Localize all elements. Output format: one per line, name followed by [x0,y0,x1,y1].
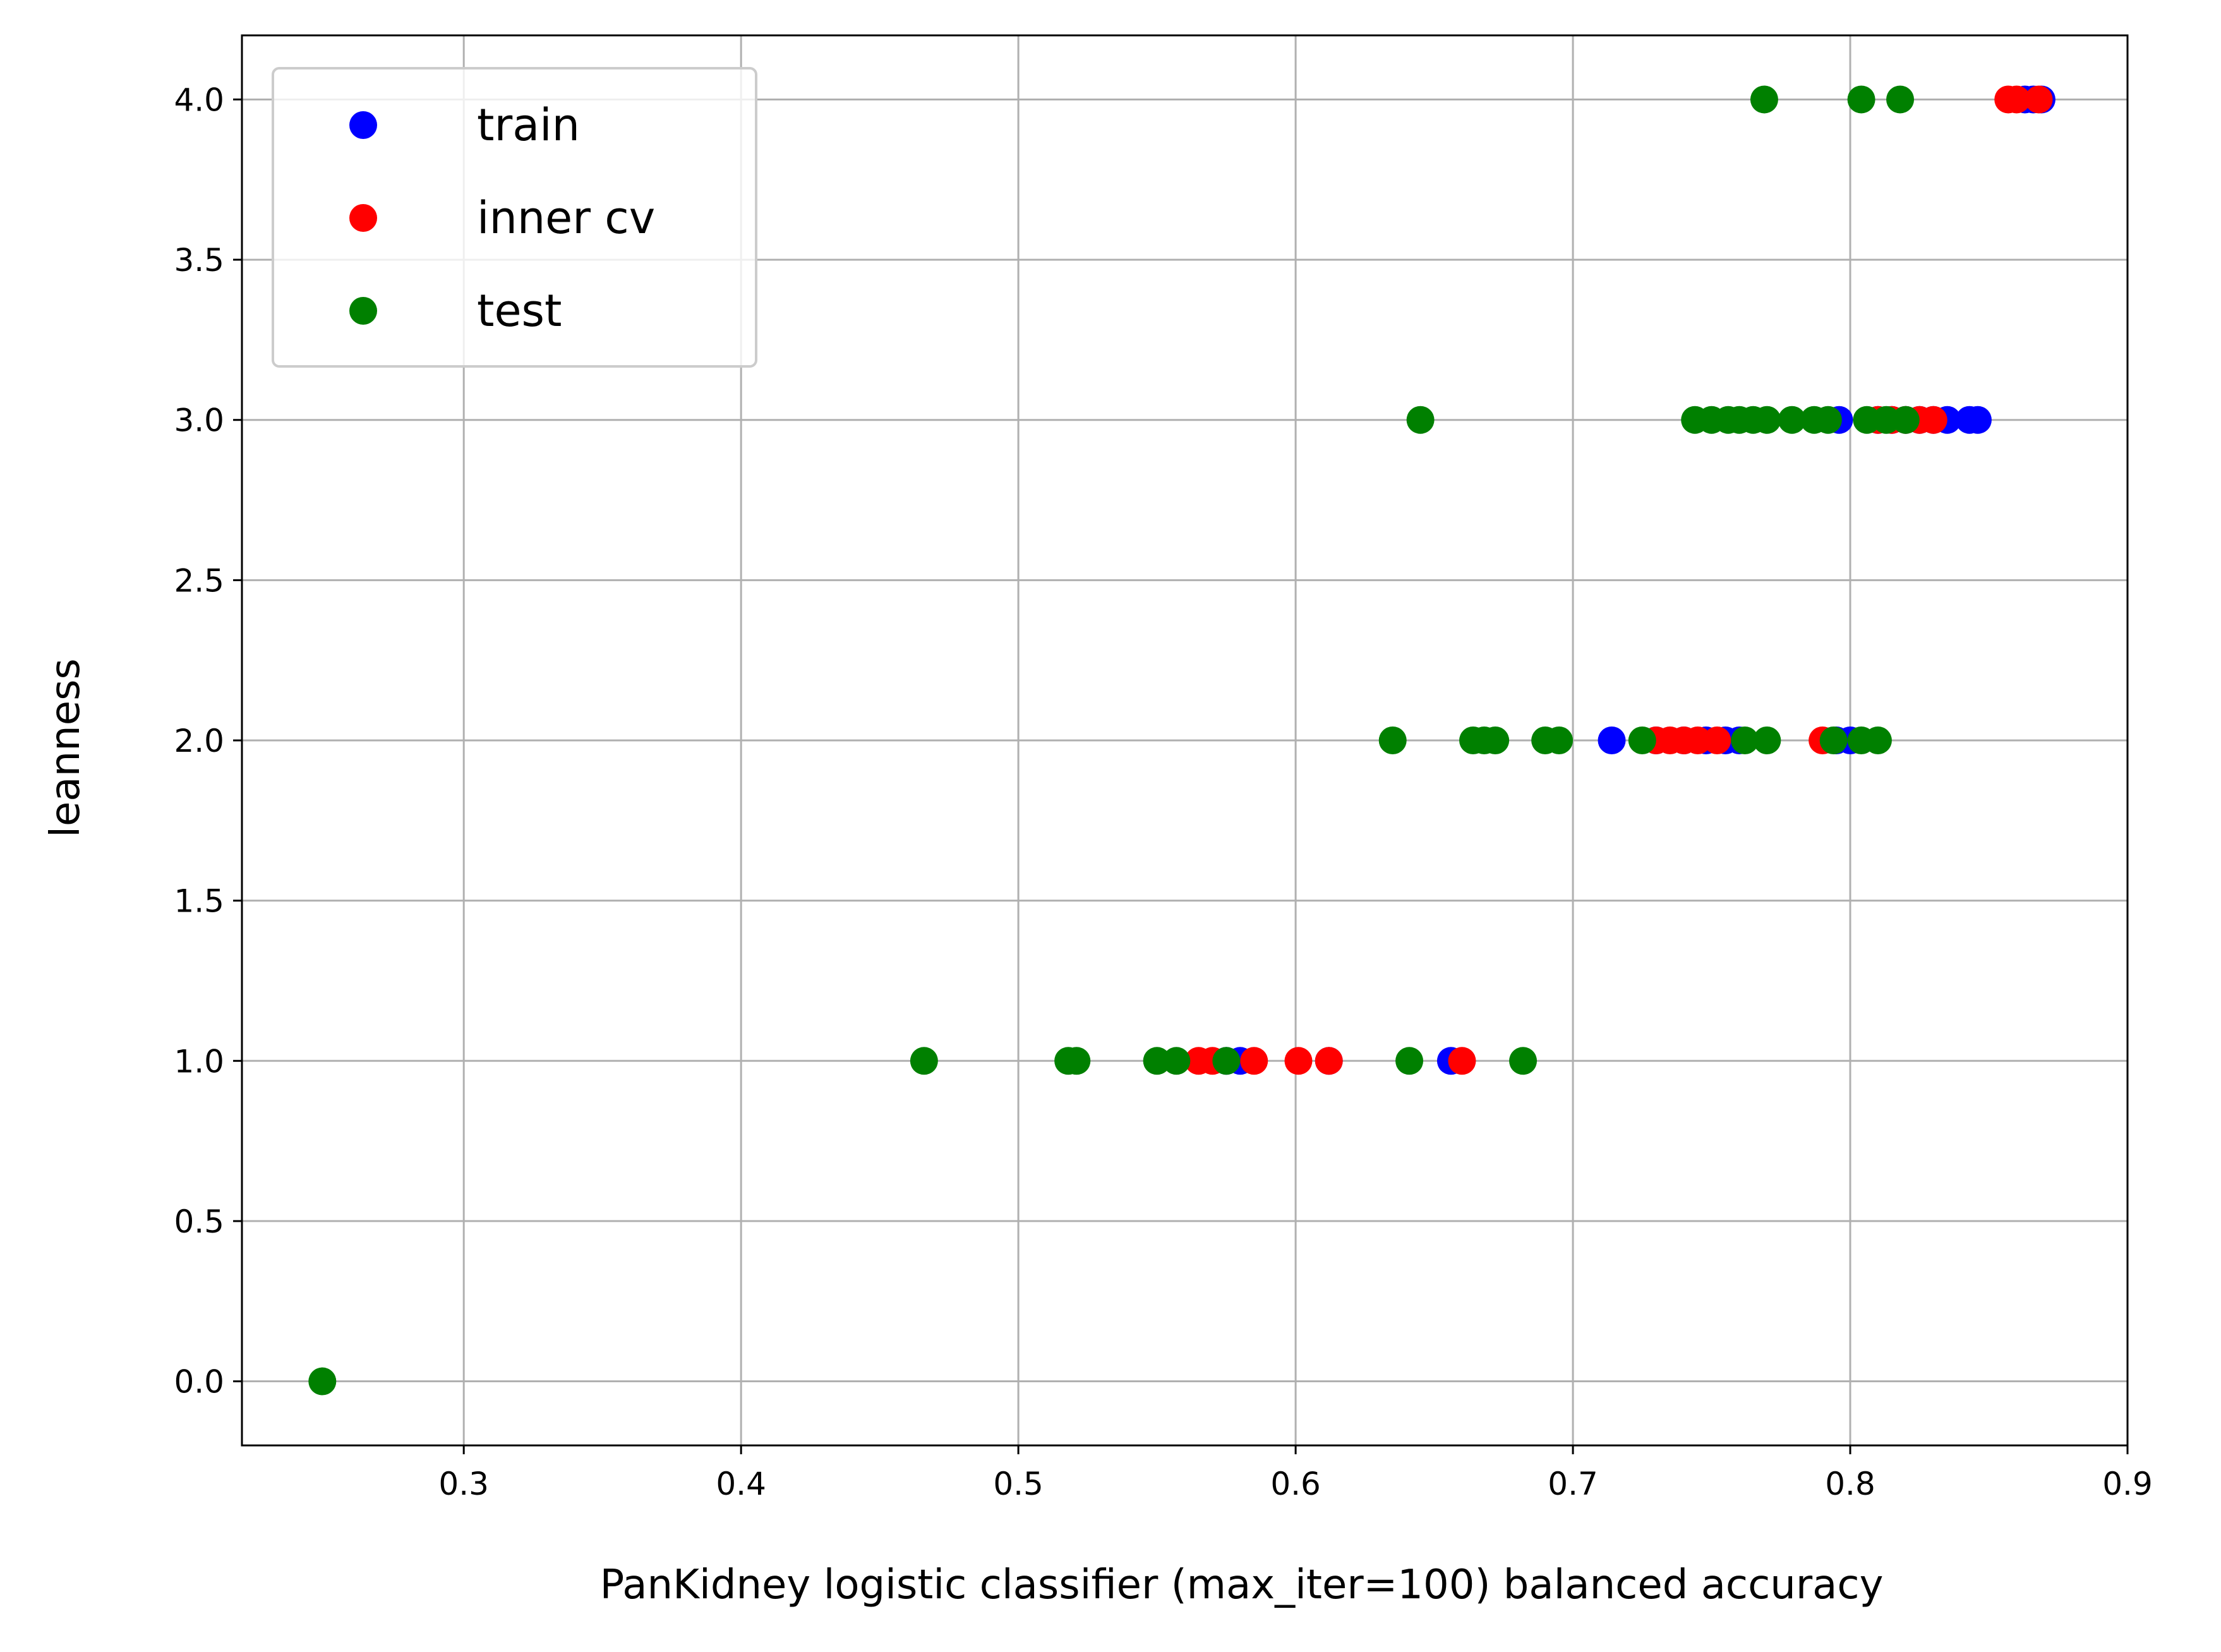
y-tick-label: 0.0 [174,1364,224,1401]
data-point [1731,727,1759,754]
y-tick-label: 1.0 [174,1043,224,1080]
x-axis-label: PanKidney logistic classifier (max_iter=… [600,1562,1884,1608]
x-tick-label: 0.5 [993,1466,1044,1502]
data-point [1753,727,1781,754]
y-tick-label: 4.0 [174,81,224,118]
data-point [1143,1047,1171,1075]
data-point [1778,406,1806,434]
y-tick-label: 2.5 [174,562,224,599]
x-tick-label: 0.8 [1825,1466,1875,1502]
data-point [1395,1047,1424,1075]
data-point [1872,406,1901,434]
data-point [1240,1047,1268,1075]
data-point [1628,727,1656,754]
legend-marker-test [349,297,377,325]
legend-marker-train [349,111,377,139]
data-point [1162,1047,1191,1075]
series-test [308,85,1920,1396]
data-point [1481,727,1510,754]
data-point [1963,406,1992,434]
legend-label-train: train [477,99,580,151]
data-point [1703,727,1731,754]
data-point [1448,1047,1476,1075]
data-point [1284,1047,1313,1075]
data-point [2002,85,2031,114]
x-tick-label: 0.4 [716,1466,766,1502]
data-point [1819,727,1848,754]
y-tick-label: 3.5 [174,242,224,279]
data-points [308,85,2055,1396]
legend-marker-inner-cv [349,204,377,232]
data-point [1062,1047,1091,1075]
y-tick-label: 3.0 [174,402,224,439]
y-tick-label: 1.5 [174,883,224,920]
x-tick-label: 0.6 [1270,1466,1321,1502]
data-point [1750,85,1778,114]
data-point [910,1047,938,1075]
data-point [1891,406,1920,434]
data-point [1545,727,1574,754]
legend-label-inner-cv: inner cv [477,192,655,244]
legend: train inner cv test [272,67,757,368]
x-tick-label: 0.7 [1548,1466,1598,1502]
data-point [1378,727,1407,754]
x-tick-label: 0.3 [438,1466,489,1502]
x-tick-label: 0.9 [2102,1466,2153,1502]
data-point [1598,727,1626,754]
data-point [1919,406,1947,434]
data-point [1509,1047,1538,1075]
data-point [1212,1047,1241,1075]
data-point [1847,85,1875,114]
data-point [1886,85,1915,114]
legend-box [272,67,757,368]
data-point [1853,406,1881,434]
data-point [1406,406,1435,434]
y-axis-label: leanness [42,658,89,838]
data-point [1315,1047,1343,1075]
data-point [1814,406,1842,434]
data-point [308,1367,337,1396]
data-point [1863,727,1892,754]
y-tick-label: 0.5 [174,1203,224,1240]
y-tick-label: 2.0 [174,723,224,759]
axis-ticks: 0.3 0.4 0.5 0.6 0.7 0.8 0.9 0.0 0.5 1.0 1.5 2.0 2.5 3… [174,81,2152,1502]
data-point [1683,727,1712,754]
data-point [2025,85,2053,114]
data-point [1753,406,1781,434]
legend-label-test: test [477,285,562,337]
